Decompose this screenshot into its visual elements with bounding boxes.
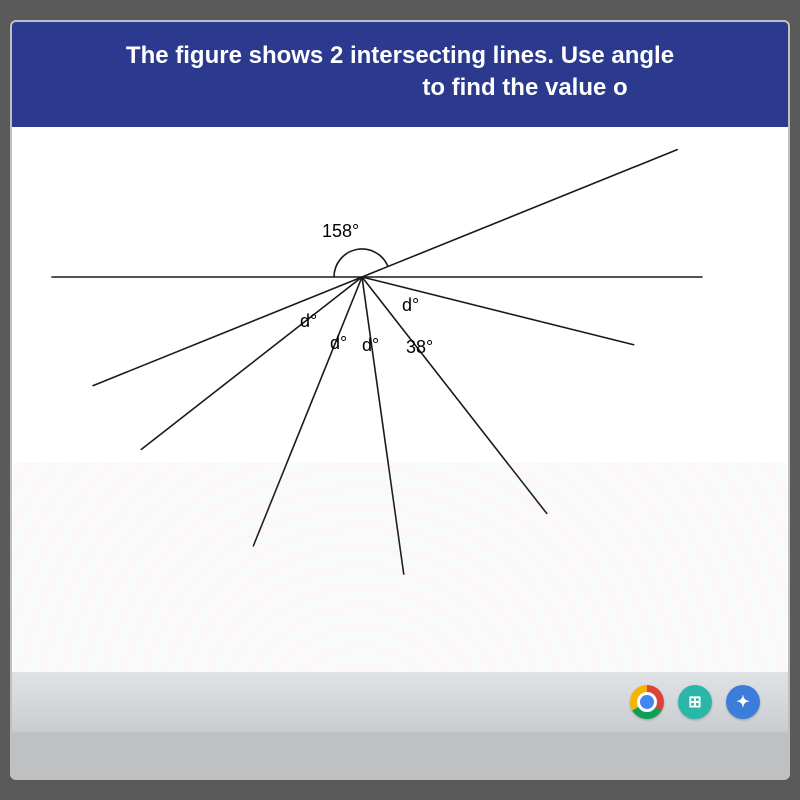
- svg-text:d°: d°: [362, 335, 379, 355]
- taskbar: ⊞ ✦: [12, 672, 788, 732]
- svg-text:38°: 38°: [406, 337, 433, 357]
- chrome-icon[interactable]: [630, 685, 664, 719]
- svg-text:d°: d°: [330, 333, 347, 353]
- svg-text:d°: d°: [402, 295, 419, 315]
- svg-text:d°: d°: [300, 311, 317, 331]
- header-line-2: to find the value o: [30, 72, 770, 104]
- angle-diagram: 158° d° d° d° d° 38°: [12, 127, 788, 687]
- header-line-1: The figure shows 2 intersecting lines. U…: [126, 42, 674, 69]
- svg-text:158°: 158°: [322, 221, 359, 241]
- laptop-bezel: The figure shows 2 intersecting lines. U…: [10, 20, 790, 780]
- question-header: The figure shows 2 intersecting lines. U…: [12, 22, 788, 127]
- app-icon-teal[interactable]: ⊞: [678, 685, 712, 719]
- app-icon-blue[interactable]: ✦: [726, 685, 760, 719]
- screen: The figure shows 2 intersecting lines. U…: [12, 22, 788, 732]
- diagram-canvas: 158° d° d° d° d° 38°: [12, 127, 788, 687]
